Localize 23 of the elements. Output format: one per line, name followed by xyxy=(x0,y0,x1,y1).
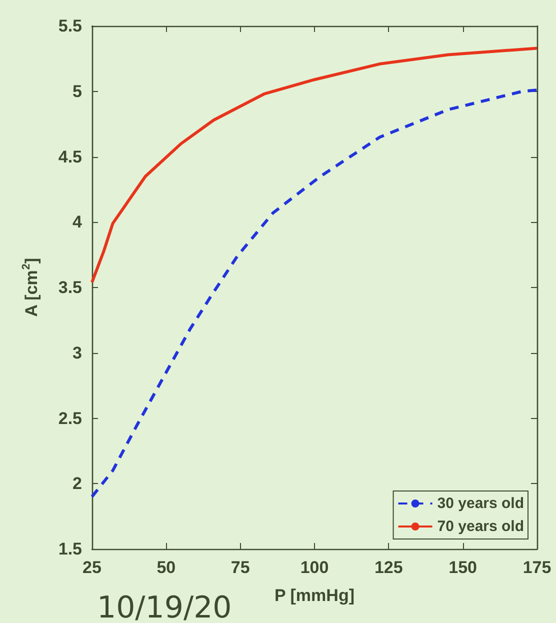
y-tick-label: 1.5 xyxy=(58,540,82,558)
y-tick-label: 5 xyxy=(72,82,82,101)
x-tick-label: 100 xyxy=(300,558,329,577)
y-tick-label: 3 xyxy=(72,343,82,362)
line-series xyxy=(90,88,538,498)
y-tick-label: 3.5 xyxy=(58,278,82,297)
y-tick-label: 4.5 xyxy=(58,147,82,166)
line-series xyxy=(90,46,538,284)
x-tick-label: 175 xyxy=(522,558,552,577)
legend-label: 70 years old xyxy=(437,518,524,535)
x-tick-label: 150 xyxy=(448,558,478,577)
x-tick-label: 25 xyxy=(82,558,102,577)
y-tick-label: 4 xyxy=(72,212,83,232)
text: 10/19/20 xyxy=(97,590,232,623)
legend-label: 30 years old xyxy=(437,495,524,512)
x-tick-label: 75 xyxy=(230,558,250,577)
x-axis-title: P [mmHg] xyxy=(274,586,354,605)
y-tick-label: 5.5 xyxy=(58,16,82,36)
x-tick-label: 50 xyxy=(156,558,176,577)
y-tick-label: 2.5 xyxy=(58,408,82,428)
x-tick-label: 125 xyxy=(374,558,403,577)
y-axis-title: A [cm2] xyxy=(20,258,41,317)
y-tick-label: 2 xyxy=(72,474,82,494)
